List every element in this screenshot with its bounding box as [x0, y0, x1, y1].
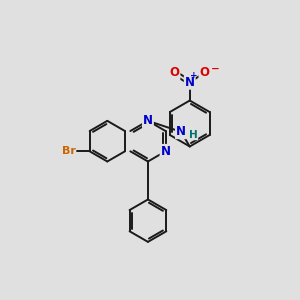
- Text: N: N: [185, 76, 195, 89]
- Text: O: O: [169, 66, 179, 80]
- Text: +: +: [190, 71, 197, 80]
- Text: Br: Br: [61, 146, 75, 156]
- Text: N: N: [143, 114, 153, 127]
- Text: N: N: [160, 145, 170, 158]
- Text: O: O: [200, 66, 209, 80]
- Text: −: −: [211, 64, 220, 74]
- Text: H: H: [189, 130, 198, 140]
- Text: N: N: [176, 125, 186, 138]
